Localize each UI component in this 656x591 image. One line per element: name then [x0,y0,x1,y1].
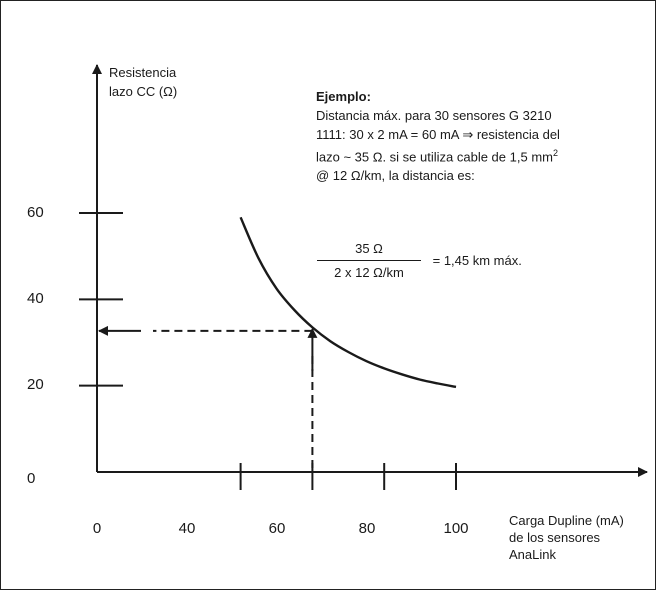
labels-group: 0 20 40 60 0 40 60 80 100 Resistencia lazo CC (Ω) C… [27,65,624,562]
formula: 35 Ω 2 x 12 Ω/km = 1,45 km máx. [317,241,522,280]
example-text-line: 1111: 30 x 2 mA = 60 mA ⇒ resistencia de… [316,127,560,142]
formula-denominator: 2 x 12 Ω/km [334,265,404,280]
series-group [239,216,457,389]
formula-numerator: 35 Ω [317,241,421,261]
example-text-line: Distancia máx. para 30 sensores G 3210 [316,108,552,123]
formula-result: = 1,45 km máx. [432,253,522,268]
x-tick-label: 60 [269,520,286,537]
x-tick-label: 100 [443,520,468,537]
axes-group [92,64,648,477]
formula-fraction: 35 Ω 2 x 12 Ω/km [317,241,421,280]
example-text-line: lazo ~ 35 Ω. si se utiliza cable de 1,5 … [316,144,646,166]
y-tick-label: 40 [27,290,44,307]
x-axis-label: de los sensores [509,530,601,545]
superscript-two: 2 [552,148,558,158]
series-line-0 [239,216,457,389]
y-tick-label: 60 [27,204,44,221]
example-text-line: @ 12 Ω/km, la distancia es: [316,168,475,184]
y-axis-label: Resistencia [109,65,177,80]
example-text-fragment: lazo ~ 35 Ω. si se utiliza cable de 1,5 … [316,149,553,165]
y-axis-label: lazo CC (Ω) [109,84,177,99]
x-tick-label: 0 [93,520,101,537]
x-tick-label: 80 [359,520,376,537]
example-note: Ejemplo: Distancia máx. para 30 sensores… [316,87,646,185]
x-tick-label: 40 [179,520,196,537]
example-title: Ejemplo: [316,89,371,104]
x-axis-label: AnaLink [509,547,556,562]
y-tick-label: 0 [27,470,35,487]
x-axis-label: Carga Dupline (mA) [509,513,624,528]
annotation-group [98,325,318,468]
y-tick-label: 20 [27,376,44,393]
